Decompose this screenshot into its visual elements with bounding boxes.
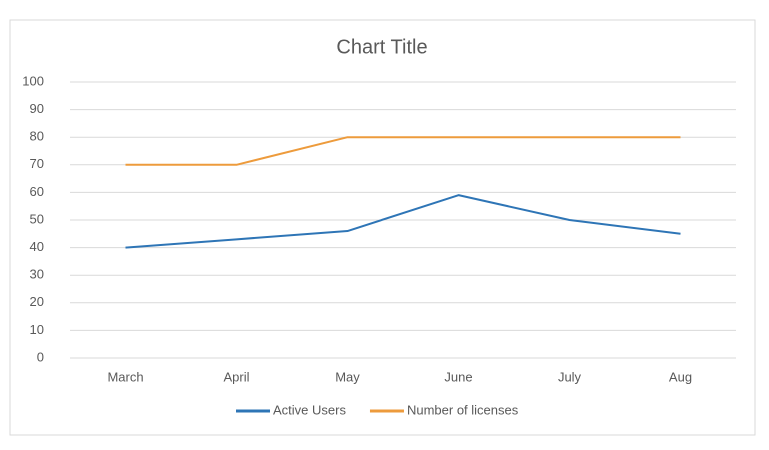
x-tick-label: May	[335, 369, 360, 384]
y-tick-label: 60	[30, 184, 44, 199]
y-tick-label: 70	[30, 156, 44, 171]
chart-title: Chart Title	[336, 36, 427, 58]
y-tick-label: 40	[30, 239, 44, 254]
y-tick-label: 100	[22, 73, 44, 88]
y-tick-label: 20	[30, 294, 44, 309]
legend-label: Number of licenses	[407, 402, 519, 417]
y-tick-label: 30	[30, 267, 44, 282]
y-tick-label: 50	[30, 211, 44, 226]
x-tick-label: March	[107, 369, 143, 384]
x-tick-label: July	[558, 369, 582, 384]
series-line	[125, 136, 681, 166]
y-tick-label: 80	[30, 129, 44, 144]
series-line	[125, 194, 681, 249]
y-tick-label: 90	[30, 101, 44, 116]
legend-label: Active Users	[273, 402, 346, 417]
y-tick-label: 10	[30, 322, 44, 337]
x-tick-label: April	[223, 369, 249, 384]
x-tick-label: June	[444, 369, 472, 384]
x-tick-label: Aug	[669, 369, 692, 384]
y-tick-label: 0	[37, 349, 44, 364]
